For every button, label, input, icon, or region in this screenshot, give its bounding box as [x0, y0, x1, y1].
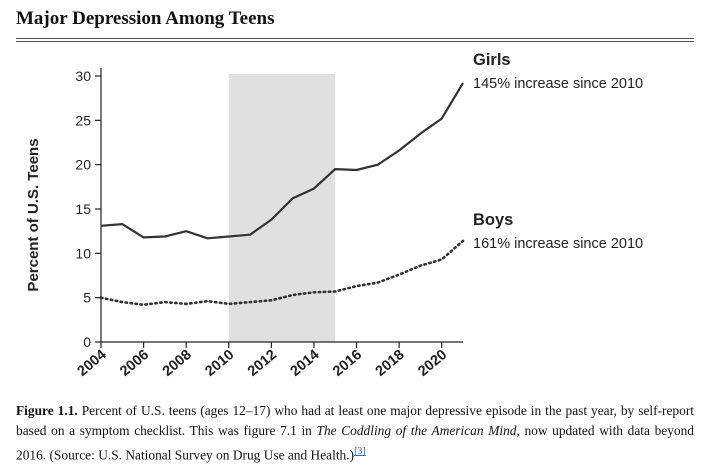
- series-annotation-girls: 145% increase since 2010: [473, 76, 643, 92]
- y-tick-label-5: 5: [83, 290, 91, 306]
- caption-text-part1: Percent of U.S. teens (ages 12–17) who h…: [16, 403, 694, 438]
- y-tick-label-30: 30: [75, 68, 91, 84]
- series-line-boys: [99, 239, 465, 307]
- x-tick-label-2012: 2012: [245, 347, 280, 380]
- x-tick-label-2018: 2018: [373, 347, 408, 380]
- y-tick-label-10: 10: [75, 245, 91, 261]
- caption-text-part2: , now updated with data beyond 2016. (So…: [16, 423, 694, 463]
- y-axis-label: Percent of U.S. Teens: [25, 138, 42, 292]
- depression-line-chart: 0 5 10 15 20 25 30 2004 2006 2008 2010 2012 2014 2016…: [75, 51, 644, 380]
- x-tick-label-2016: 2016: [330, 347, 365, 380]
- x-tick-label-2008: 2008: [160, 347, 195, 380]
- series-annotation-boys: 161% increase since 2010: [473, 236, 643, 252]
- x-tick-label-2010: 2010: [202, 347, 237, 380]
- caption-book-title: The Coddling of the American Mind: [316, 423, 517, 438]
- page-title: Major Depression Among Teens: [16, 8, 275, 29]
- y-tick-label-20: 20: [75, 157, 91, 173]
- x-tick-label-2020: 2020: [415, 347, 450, 380]
- x-tick-label-2004: 2004: [75, 347, 110, 380]
- series-name-boys: Boys: [473, 211, 513, 229]
- figure-caption: Figure 1.1. Percent of U.S. teens (ages …: [16, 401, 694, 465]
- x-tick-label-2014: 2014: [288, 347, 323, 380]
- x-tick-label-2006: 2006: [117, 347, 152, 380]
- y-tick-label-25: 25: [75, 112, 91, 128]
- y-tick-label-0: 0: [83, 334, 91, 350]
- footnote-link[interactable]: [3]: [354, 446, 366, 457]
- title-divider: [16, 38, 694, 39]
- series-name-girls: Girls: [473, 51, 511, 69]
- series-line-girls: [100, 82, 464, 240]
- caption-label: Figure 1.1.: [16, 403, 78, 418]
- y-tick-label-15: 15: [75, 201, 91, 217]
- title-divider-secondary: [16, 41, 694, 42]
